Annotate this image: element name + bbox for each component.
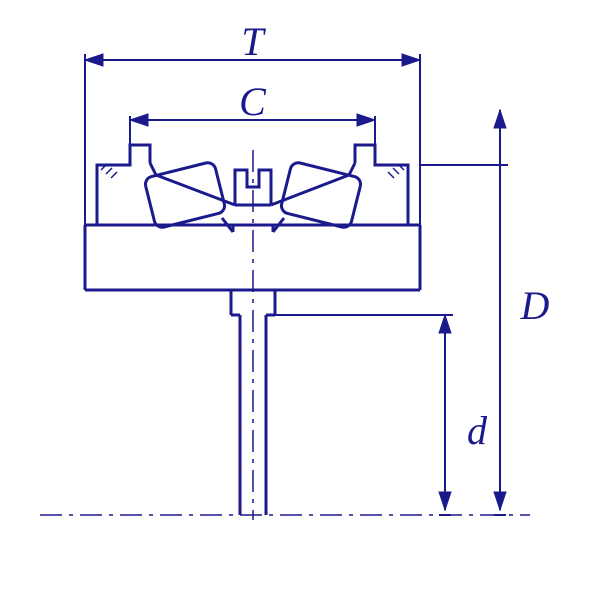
dimension-label-d-inner: d	[447, 411, 507, 451]
dimension-label-c: C	[223, 82, 283, 122]
dimension-label-d-outer: D	[505, 286, 565, 326]
dimension-label-t: T	[223, 22, 283, 62]
